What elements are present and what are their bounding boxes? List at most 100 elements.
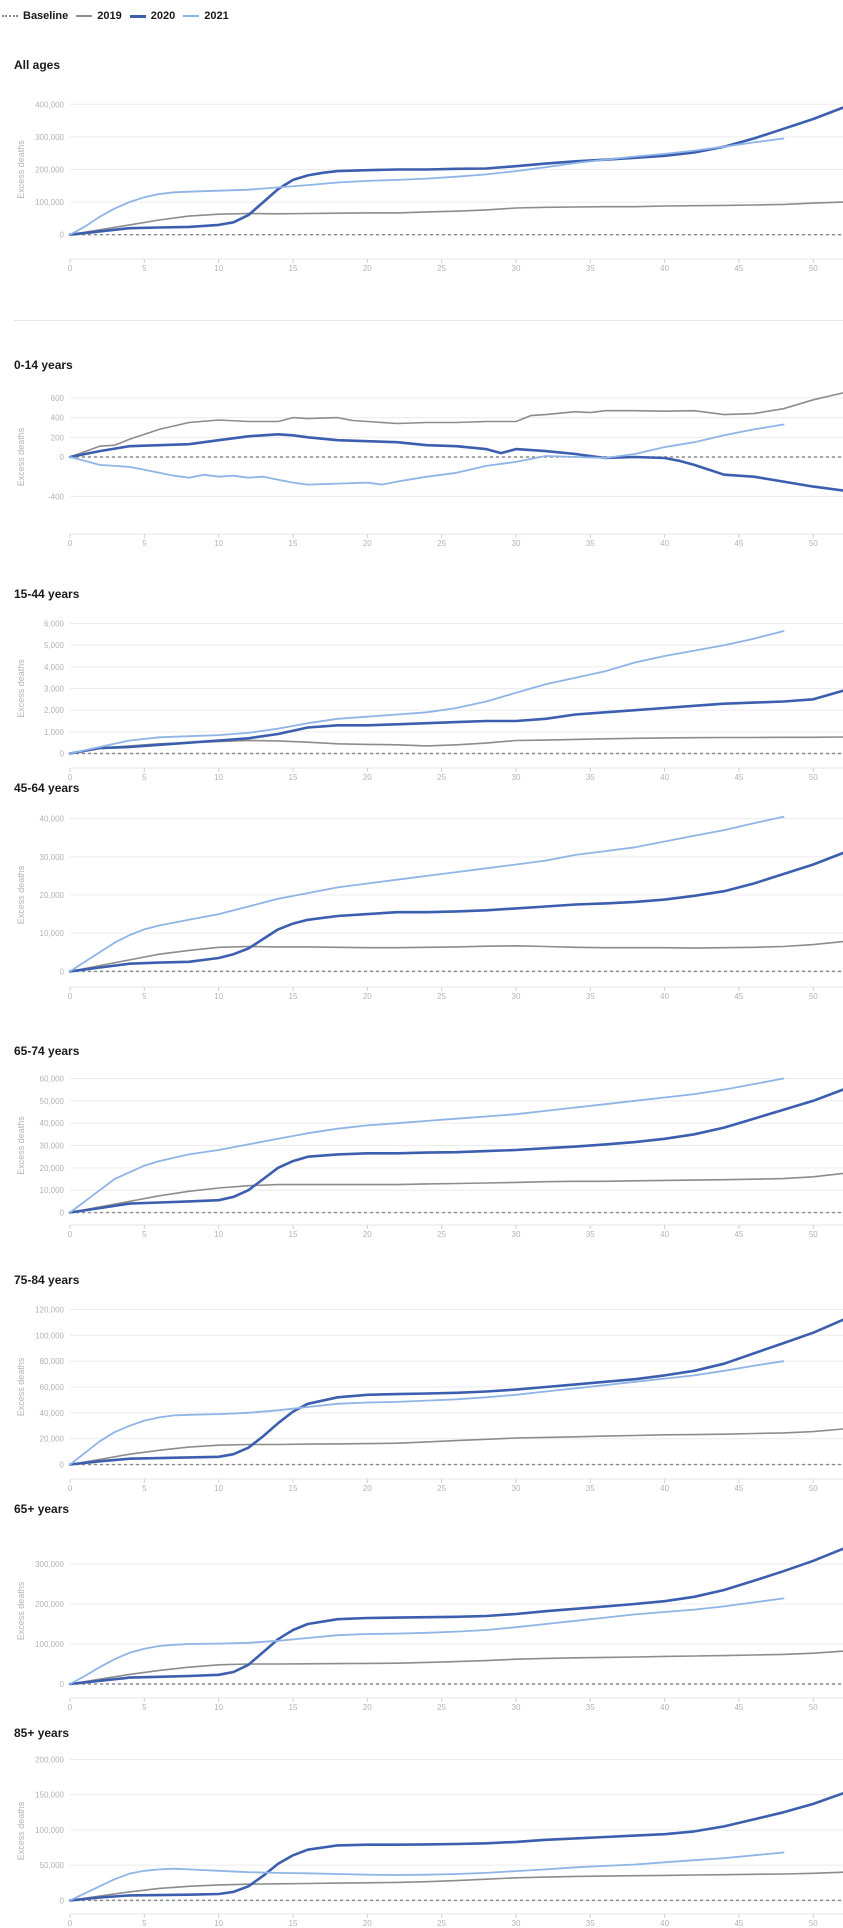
x-tick-label: 30 bbox=[512, 1484, 521, 1493]
x-tick-label: 45 bbox=[734, 1703, 743, 1712]
x-tick-label: 0 bbox=[68, 539, 73, 548]
y-tick-label: 600 bbox=[51, 394, 65, 403]
y-axis-label: Excess deaths bbox=[16, 1116, 26, 1175]
x-axis: 0 5 10 15 20 25 30 35 40 45 50 bbox=[68, 1224, 843, 1239]
x-tick-label: 40 bbox=[660, 264, 669, 273]
x-tick-label: 35 bbox=[586, 1230, 595, 1239]
chart-65-74-years: 0 10,000 20,000 30,000 40,000 50,000 60,000 0 5 1… bbox=[16, 1074, 843, 1239]
y-axis-label: Excess deaths bbox=[16, 1357, 26, 1416]
series-line-2019 bbox=[69, 1428, 843, 1466]
x-tick-label: 5 bbox=[142, 1919, 147, 1928]
x-tick-label: 40 bbox=[660, 539, 669, 548]
series-line-2020 bbox=[68, 1792, 843, 1902]
gridlines: 0 50,000 100,000 150,000 200,000 bbox=[35, 1756, 843, 1905]
x-tick-label: 50 bbox=[809, 539, 818, 548]
y-tick-label: 1,000 bbox=[44, 728, 65, 737]
x-tick-label: 40 bbox=[660, 1484, 669, 1493]
series-line-2020 bbox=[68, 1547, 843, 1686]
x-tick-label: 45 bbox=[734, 539, 743, 548]
legend-item-baseline[interactable]: Baseline bbox=[2, 10, 68, 22]
y-tick-label: 0 bbox=[60, 1680, 65, 1689]
y-tick-label: 0 bbox=[60, 231, 65, 240]
gridlines: 0 100,000 200,000 300,000 bbox=[35, 1560, 843, 1689]
x-tick-label: 0 bbox=[68, 1484, 73, 1493]
x-tick-label: 50 bbox=[809, 773, 818, 782]
x-tick-label: 35 bbox=[586, 773, 595, 782]
chart-65-years: 0 100,000 200,000 300,000 0 5 10 15 20 25 30 35 40 45… bbox=[16, 1547, 843, 1712]
series-line-2021 bbox=[69, 1077, 785, 1214]
x-tick-label: 35 bbox=[586, 264, 595, 273]
x-tick-label: 40 bbox=[660, 773, 669, 782]
x-tick-label: 25 bbox=[437, 1919, 446, 1928]
legend-item-2019[interactable]: 2019 bbox=[76, 10, 122, 22]
x-tick-label: 30 bbox=[512, 773, 521, 782]
x-tick-label: 30 bbox=[512, 264, 521, 273]
x-tick-label: 0 bbox=[68, 1703, 73, 1712]
x-tick-label: 35 bbox=[586, 1484, 595, 1493]
gridlines: 0 20,000 40,000 60,000 80,000 100,000 120,000 bbox=[35, 1305, 843, 1470]
y-tick-label: 6,000 bbox=[44, 620, 65, 629]
y-tick-label: 50,000 bbox=[40, 1097, 65, 1106]
x-tick-label: 0 bbox=[68, 1919, 73, 1928]
x-tick-label: 50 bbox=[809, 1919, 818, 1928]
x-tick-label: 30 bbox=[512, 1919, 521, 1928]
x-tick-label: 30 bbox=[512, 1230, 521, 1239]
y-tick-label: 20,000 bbox=[40, 1435, 65, 1444]
x-tick-label: 5 bbox=[142, 264, 147, 273]
x-tick-label: 25 bbox=[437, 773, 446, 782]
x-tick-label: 25 bbox=[437, 264, 446, 273]
y-tick-label: 200,000 bbox=[35, 1756, 64, 1765]
y-tick-label: -400 bbox=[48, 492, 65, 501]
x-tick-label: 45 bbox=[734, 1230, 743, 1239]
panel-title-85-years: 85+ years bbox=[14, 1726, 70, 1740]
series-line-2019 bbox=[69, 392, 843, 458]
x-tick-label: 20 bbox=[363, 1230, 372, 1239]
panel-title-all-ages: All ages bbox=[14, 58, 61, 72]
series-line-2021 bbox=[69, 630, 785, 755]
y-tick-label: 100,000 bbox=[35, 1640, 64, 1649]
y-tick-label: 30,000 bbox=[40, 853, 65, 862]
legend-item-2021[interactable]: 2021 bbox=[183, 10, 229, 22]
legend-label-2020: 2020 bbox=[150, 10, 176, 22]
series-line-2019 bbox=[69, 201, 843, 236]
series-line-2021 bbox=[69, 137, 785, 236]
x-tick-label: 5 bbox=[142, 1484, 147, 1493]
x-tick-label: 0 bbox=[68, 264, 73, 273]
chart-15-44-years: 0 1,000 2,000 3,000 4,000 5,000 6,000 0 5 10 15 20 2… bbox=[16, 620, 843, 782]
y-tick-label: 2,000 bbox=[44, 706, 65, 715]
x-tick-label: 40 bbox=[660, 992, 669, 1001]
legend-swatch-2019 bbox=[76, 15, 93, 17]
x-axis: 0 5 10 15 20 25 30 35 40 45 50 bbox=[68, 258, 843, 273]
x-tick-label: 10 bbox=[214, 539, 223, 548]
x-tick-label: 45 bbox=[734, 773, 743, 782]
y-tick-label: 60,000 bbox=[40, 1383, 65, 1392]
x-tick-label: 15 bbox=[289, 264, 298, 273]
x-tick-label: 10 bbox=[214, 992, 223, 1001]
chart-85-years: 0 50,000 100,000 150,000 200,000 0 5 10 15 20 25 30… bbox=[16, 1756, 843, 1928]
x-tick-label: 20 bbox=[363, 539, 372, 548]
legend-item-2020[interactable]: 2020 bbox=[129, 10, 176, 22]
legend-swatch-2020 bbox=[129, 14, 146, 18]
x-tick-label: 50 bbox=[809, 1703, 818, 1712]
y-axis-label: Excess deaths bbox=[16, 865, 26, 924]
x-tick-label: 10 bbox=[214, 1919, 223, 1928]
legend-label-2019: 2019 bbox=[97, 10, 122, 22]
x-axis: 0 5 10 15 20 25 30 35 40 45 50 bbox=[68, 533, 843, 548]
series-line-2020 bbox=[68, 106, 843, 236]
panel-divider bbox=[14, 320, 843, 321]
x-tick-label: 30 bbox=[512, 992, 521, 1001]
y-tick-label: 0 bbox=[60, 1461, 65, 1470]
x-tick-label: 25 bbox=[437, 539, 446, 548]
y-tick-label: 150,000 bbox=[35, 1791, 64, 1800]
chart-45-64-years: 0 10,000 20,000 30,000 40,000 0 5 10 15 20 25 30 35 4… bbox=[16, 815, 843, 1001]
x-tick-label: 0 bbox=[68, 1230, 73, 1239]
x-tick-label: 15 bbox=[289, 773, 298, 782]
y-axis-label: Excess deaths bbox=[16, 1581, 26, 1640]
x-axis: 0 5 10 15 20 25 30 35 40 45 50 bbox=[68, 986, 843, 1001]
x-tick-label: 50 bbox=[809, 1484, 818, 1493]
x-tick-label: 20 bbox=[363, 1703, 372, 1712]
panel-title-65-years: 65+ years bbox=[14, 1502, 70, 1516]
legend-swatch-2021 bbox=[183, 15, 200, 17]
y-tick-label: 20,000 bbox=[40, 891, 65, 900]
x-tick-label: 15 bbox=[289, 539, 298, 548]
